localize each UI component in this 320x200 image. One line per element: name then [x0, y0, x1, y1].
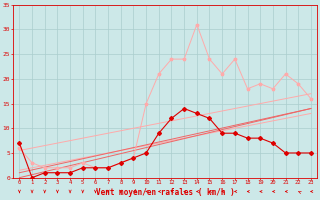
X-axis label: Vent moyen/en rafales ( km/h ): Vent moyen/en rafales ( km/h ): [96, 188, 235, 197]
